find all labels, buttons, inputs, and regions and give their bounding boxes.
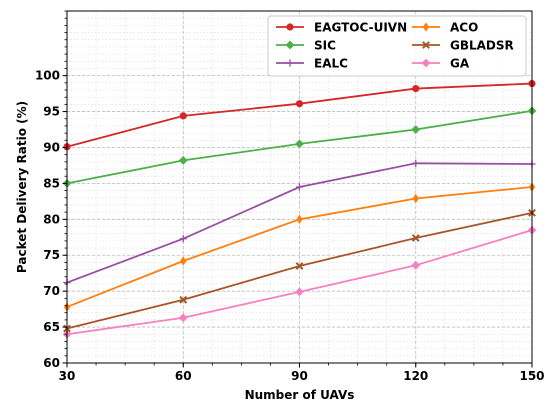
data-point-sic [178, 156, 188, 165]
data-point-aco [412, 193, 419, 204]
data-point-eagtoc-uivn [295, 100, 304, 108]
y-axis-title: Packet Delivery Ratio (%) [15, 101, 29, 273]
data-point-ga [295, 287, 304, 297]
y-tick-label: 85 [43, 176, 60, 190]
legend-marker [421, 58, 431, 68]
legend-marker [286, 23, 294, 31]
legend-item-sic: SIC [276, 39, 336, 53]
series-gbladsr [63, 208, 536, 333]
y-tick-label: 100 [35, 69, 60, 83]
data-point-aco [180, 256, 187, 266]
x-tick-label: 120 [403, 369, 428, 383]
legend-item-gbladsr: GBLADSR [412, 39, 514, 53]
x-tick-label: 30 [59, 369, 76, 383]
legend-box [267, 15, 527, 77]
y-tick-label: 95 [43, 105, 60, 119]
legend-marker [286, 59, 294, 67]
y-tick-label: 90 [43, 140, 60, 154]
data-point-gbladsr [411, 234, 420, 242]
legend-label: ACO [450, 21, 478, 35]
legend-marker [422, 41, 430, 49]
data-point-ga [411, 260, 421, 270]
legend-label: SIC [314, 39, 336, 53]
data-point-gbladsr [295, 262, 304, 270]
data-point-ealc [412, 159, 420, 167]
legend-label: EALC [314, 57, 348, 71]
legend-label: GA [450, 57, 470, 71]
legend-item-aco: ACO [412, 21, 478, 35]
data-point-gbladsr [179, 295, 188, 304]
data-point-aco [296, 214, 303, 224]
y-tick-label: 60 [43, 356, 60, 370]
y-tick-label: 80 [43, 212, 60, 226]
data-point-ealc [179, 235, 187, 243]
series-layer [62, 79, 537, 339]
legend-marker [422, 22, 430, 32]
legend-item-ga: GA [412, 57, 470, 71]
y-tick-label: 75 [43, 248, 60, 262]
legend-item-eagtoc-uivn: EAGTOC-UIVN [276, 21, 407, 35]
data-point-sic [295, 139, 304, 149]
data-point-eagtoc-uivn [412, 84, 420, 93]
x-tick-label: 150 [519, 369, 544, 383]
legend-marker [285, 40, 295, 50]
y-tick-label: 65 [43, 320, 60, 334]
x-tick-label: 90 [291, 369, 308, 383]
x-tick-label: 60 [175, 369, 192, 383]
legend-label: EAGTOC-UIVN [314, 21, 407, 35]
data-point-ealc [295, 183, 304, 191]
legend-item-ealc: EALC [276, 57, 348, 71]
data-point-eagtoc-uivn [179, 112, 187, 120]
data-point-ga [178, 313, 188, 323]
y-tick-label: 70 [43, 284, 60, 298]
legend: EAGTOC-UIVN SIC EALC ACO GBLADSR GA [267, 15, 527, 77]
x-axis-title: Number of UAVs [245, 388, 355, 402]
data-point-sic [411, 125, 421, 134]
legend-label: GBLADSR [450, 39, 514, 53]
